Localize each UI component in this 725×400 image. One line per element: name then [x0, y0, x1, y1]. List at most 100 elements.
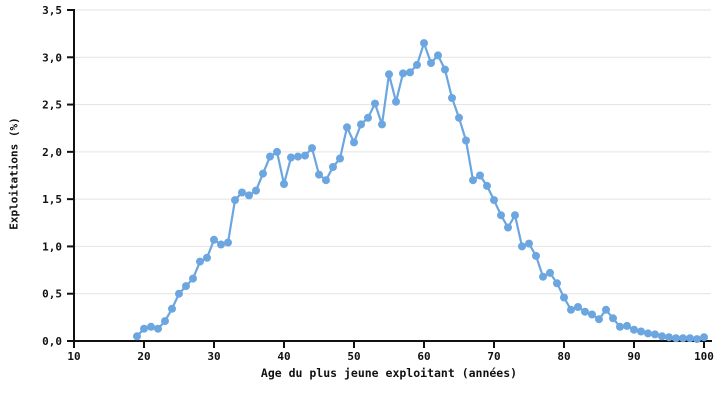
x-tick-label: 80: [557, 350, 570, 363]
x-tick-label: 20: [137, 350, 150, 363]
y-tick-label: 1,5: [42, 193, 62, 206]
data-point: [609, 314, 617, 323]
data-point: [532, 251, 540, 260]
data-point: [161, 317, 169, 326]
data-point: [511, 211, 519, 220]
y-tick-label: 3,0: [42, 51, 62, 64]
data-point: [616, 322, 624, 331]
data-point: [595, 315, 603, 324]
y-tick-label: 2,0: [42, 146, 62, 159]
data-point: [553, 279, 561, 288]
data-point: [679, 334, 687, 343]
data-point: [644, 329, 652, 338]
data-point: [231, 196, 239, 205]
data-point: [315, 170, 323, 179]
data-line: [135, 41, 706, 341]
data-point: [434, 51, 442, 60]
y-axis-label: Exploitations (%): [7, 117, 21, 230]
x-tick-label: 90: [627, 350, 640, 363]
x-tick-label: 40: [277, 350, 290, 363]
data-point: [168, 304, 176, 313]
x-tick-label: 100: [694, 350, 714, 363]
data-point: [420, 39, 428, 48]
data-point: [497, 211, 505, 220]
data-point: [217, 240, 225, 249]
data-point: [693, 335, 701, 344]
x-tick-label: 60: [417, 350, 430, 363]
data-point: [245, 191, 253, 200]
data-point: [476, 171, 484, 180]
data-point: [210, 235, 218, 244]
data-point: [637, 327, 645, 336]
x-tick-label: 50: [347, 350, 360, 363]
data-point: [567, 305, 575, 314]
data-point: [378, 120, 386, 129]
data-point: [266, 152, 274, 161]
data-point: [455, 113, 463, 122]
data-point: [280, 180, 288, 188]
data-point: [196, 257, 204, 266]
data-point: [525, 239, 533, 248]
y-tick-label: 2,5: [42, 99, 62, 112]
data-point: [154, 324, 162, 333]
data-point: [469, 176, 477, 185]
data-point: [287, 153, 295, 162]
data-point: [462, 136, 470, 145]
data-point: [336, 154, 344, 163]
data-point: [427, 59, 435, 67]
data-point: [343, 123, 351, 132]
data-point: [448, 94, 456, 102]
y-tick-label: 0,0: [42, 335, 62, 348]
data-point: [588, 310, 596, 319]
data-point: [413, 60, 421, 69]
data-point: [441, 65, 449, 74]
data-point: [686, 334, 694, 343]
data-point: [546, 268, 554, 277]
data-point: [539, 272, 547, 281]
x-tick-label: 10: [67, 350, 80, 363]
data-point: [238, 188, 246, 197]
data-point: [224, 238, 232, 247]
data-point: [399, 69, 407, 78]
y-tick-label: 3,5: [42, 4, 62, 17]
data-point: [350, 138, 358, 147]
data-point: [252, 186, 260, 195]
data-point: [133, 332, 141, 341]
data-point: [371, 99, 379, 108]
x-tick-label: 30: [207, 350, 220, 363]
data-point: [189, 274, 197, 283]
data-point: [602, 305, 610, 314]
data-point: [329, 163, 337, 171]
data-point: [203, 253, 211, 262]
data-point: [574, 303, 582, 311]
data-point: [392, 97, 400, 106]
data-point: [630, 325, 638, 334]
data-point: [665, 333, 673, 342]
data-point: [140, 324, 148, 333]
y-tick-label: 0,5: [42, 288, 62, 301]
data-point: [581, 307, 589, 316]
data-point: [294, 152, 302, 161]
data-point: [623, 321, 631, 330]
data-point: [651, 330, 659, 339]
data-point: [658, 332, 666, 341]
data-point: [273, 147, 281, 156]
data-point: [322, 176, 330, 185]
data-point: [483, 181, 491, 190]
data-point: [357, 120, 365, 129]
data-point: [301, 151, 309, 160]
data-point: [406, 68, 414, 77]
x-axis-label: Age du plus jeune exploitant (années): [260, 366, 518, 380]
data-point: [182, 282, 190, 291]
data-point: [518, 242, 526, 251]
data-point: [385, 70, 393, 79]
data-point: [560, 293, 568, 302]
data-point: [672, 334, 680, 343]
data-point: [147, 322, 155, 331]
y-tick-label: 1,0: [42, 240, 62, 253]
data-point: [259, 169, 267, 178]
data-point: [504, 223, 512, 232]
x-tick-label: 70: [487, 350, 500, 363]
data-point: [490, 196, 498, 205]
